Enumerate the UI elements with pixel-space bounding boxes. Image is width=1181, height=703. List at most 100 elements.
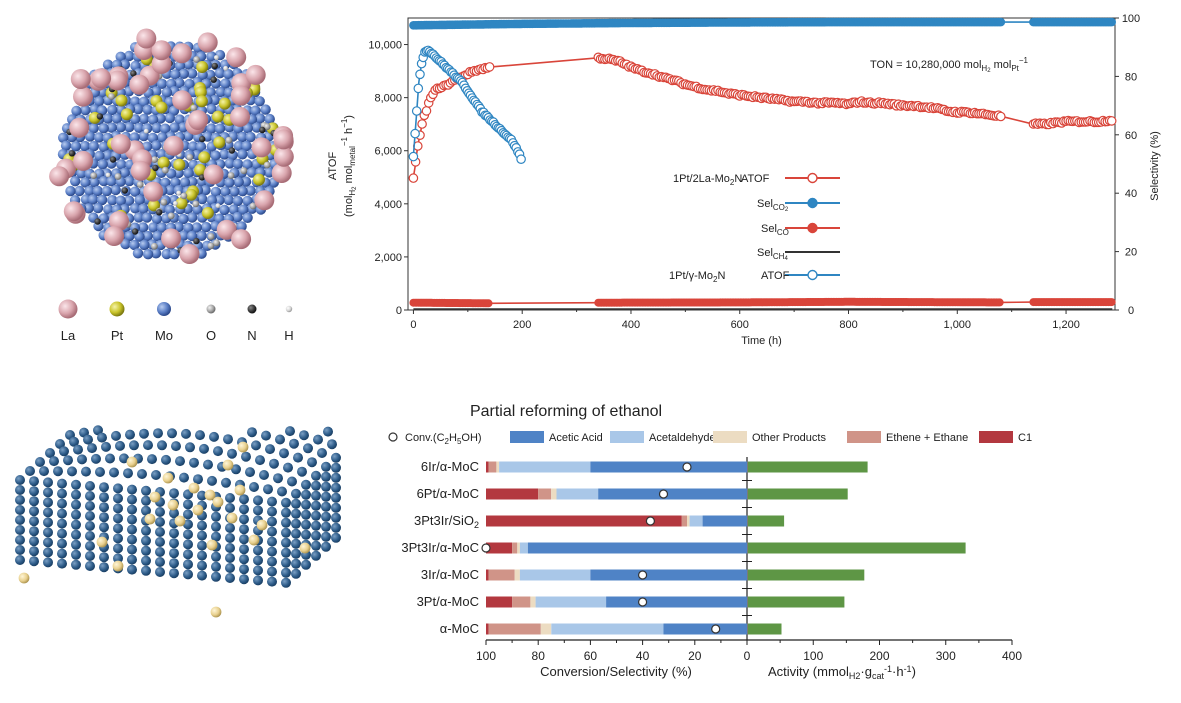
slab-atom <box>161 454 171 465</box>
slab-dopant-atom <box>234 484 246 496</box>
slab-atom <box>311 480 321 491</box>
y-right-tick-label: 40 <box>1125 188 1137 200</box>
y-right-tick-label: 0 <box>1128 305 1134 317</box>
slab-atom <box>113 513 123 524</box>
atom-sphere <box>187 212 198 223</box>
right-axis-tick-label: 400 <box>1002 649 1022 663</box>
slab-atom <box>85 511 95 521</box>
atom-sphere <box>227 172 235 179</box>
slab-atom <box>147 454 157 465</box>
legend-swatch-1 <box>610 431 644 443</box>
slab-atom <box>155 527 165 537</box>
left-axis-tick-label: 60 <box>584 649 598 663</box>
slab-atom <box>141 535 151 546</box>
slab-atom <box>169 558 179 569</box>
atom-sphere <box>96 113 104 120</box>
atom-sphere <box>245 131 256 143</box>
atom-sphere <box>178 68 189 80</box>
text-part: 3Pt3Ir/α-MoC <box>401 540 479 555</box>
slab-atom <box>321 461 331 472</box>
atom-sphere <box>129 186 141 197</box>
text-part: -1 <box>884 664 892 674</box>
atom-sphere <box>179 244 200 264</box>
atom-sphere <box>194 163 207 176</box>
atom-sphere <box>110 134 131 154</box>
atom-legend: La Pt Mo O N H <box>58 299 294 343</box>
left-axis-tick-label: 20 <box>688 649 702 663</box>
y-right-tick-label: 80 <box>1125 71 1137 83</box>
slab-atom <box>293 452 303 463</box>
atom-sphere <box>165 184 176 196</box>
slab-atom <box>267 526 277 537</box>
x-axis-label: Time (h) <box>741 335 782 347</box>
atom-sphere <box>160 123 171 134</box>
right-axis-tick-label: 300 <box>936 649 956 663</box>
slab-atom <box>197 490 207 501</box>
y-left-tick-label: 10,000 <box>368 40 402 52</box>
slab-atom <box>197 550 207 561</box>
legend-series-label: Acetaldehyde <box>649 432 716 444</box>
slab-atom <box>331 482 341 493</box>
slab-atom <box>71 549 81 560</box>
slab-dopant-atom <box>18 572 30 584</box>
slab-atom <box>15 555 25 565</box>
atom-sphere <box>73 86 93 107</box>
selectivity-bar-segment <box>530 596 536 608</box>
atom-sphere <box>233 176 244 188</box>
slab-atom <box>301 509 311 520</box>
slab-atom <box>209 431 219 442</box>
atom-sphere <box>108 93 115 100</box>
selectivity-bar-segment <box>488 623 541 635</box>
text-part: 2 <box>987 68 991 74</box>
atom-sphere <box>246 167 258 178</box>
atom-sphere <box>211 62 218 70</box>
selectivity-bar-segment <box>681 515 687 527</box>
slab-atom <box>267 506 277 517</box>
atom-sphere <box>225 136 233 144</box>
slab-atom <box>323 426 333 437</box>
slab-atom <box>313 434 323 445</box>
category-label: 3Pt3Ir/SiO2 <box>414 513 479 530</box>
slab-atom <box>321 531 331 542</box>
atom-sphere <box>157 156 170 169</box>
atom-sphere <box>148 199 160 212</box>
slab-atom <box>141 505 151 516</box>
legend-sel-ch4-label: SelCH4 <box>757 247 788 262</box>
legend-atom-n-icon <box>247 304 257 314</box>
selectivity-bar-segment <box>517 542 520 554</box>
slab-atom <box>259 470 269 480</box>
atom-sphere <box>134 194 145 206</box>
conversion-marker <box>658 489 669 499</box>
slab-atom <box>279 448 289 459</box>
slab-dopant-atom <box>96 536 108 548</box>
slab-atom <box>311 490 321 501</box>
slab-atom <box>127 534 137 545</box>
atom-sphere <box>131 228 139 235</box>
slab-atom <box>169 538 179 549</box>
slab-atom <box>225 533 235 543</box>
selectivity-bar-segment <box>512 596 531 608</box>
selectivity-bar-segment <box>488 461 497 473</box>
atom-sphere <box>188 110 209 130</box>
slab-atom <box>155 517 165 527</box>
atom-sphere <box>98 175 110 187</box>
legend-conversion-marker <box>388 432 398 442</box>
slab-atom <box>247 427 257 438</box>
slab-atom <box>35 457 45 467</box>
atom-sphere <box>109 156 117 163</box>
slab-atom <box>331 472 341 483</box>
slab-dopant-atom <box>126 456 138 468</box>
atom-sphere <box>151 156 159 164</box>
slab-atom <box>311 500 321 511</box>
text-part: 2 <box>445 437 450 446</box>
slab-atom <box>157 440 167 451</box>
legend-sel-co2-label: SelCO2 <box>757 198 789 213</box>
slab-atom <box>15 515 25 525</box>
atom-sphere <box>102 113 114 124</box>
legend-series-label: Acetic Acid <box>549 432 603 444</box>
atom-sphere <box>191 222 202 233</box>
slab-atom <box>321 501 331 512</box>
category-label: 6Pt/α-MoC <box>417 486 479 501</box>
atom-sphere <box>69 117 90 138</box>
